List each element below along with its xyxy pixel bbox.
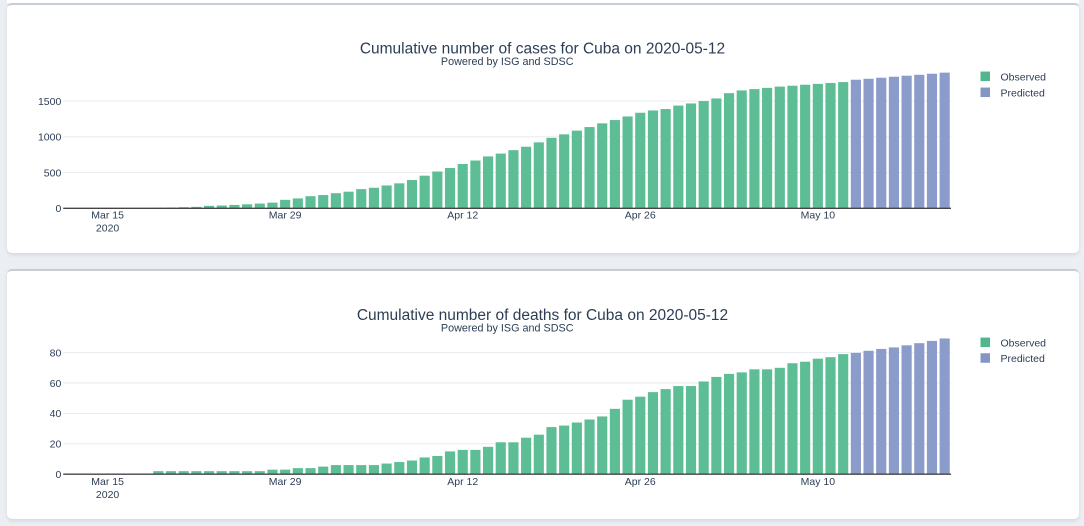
svg-text:1500: 1500 — [38, 96, 62, 108]
svg-text:Observed: Observed — [1001, 71, 1047, 83]
svg-text:May 10: May 10 — [801, 476, 836, 488]
svg-text:Powered by ISG and SDSC: Powered by ISG and SDSC — [441, 323, 574, 335]
svg-text:500: 500 — [44, 167, 62, 179]
svg-text:Mar 29: Mar 29 — [269, 476, 302, 488]
svg-text:Apr 12: Apr 12 — [447, 476, 478, 488]
svg-text:0: 0 — [55, 203, 61, 215]
svg-text:80: 80 — [50, 347, 62, 359]
svg-text:20: 20 — [50, 439, 62, 451]
svg-text:1000: 1000 — [38, 132, 62, 144]
svg-text:Cumulative number of deaths fo: Cumulative number of deaths for Cuba on … — [357, 307, 728, 324]
svg-text:Apr 26: Apr 26 — [625, 210, 656, 222]
svg-text:Predicted: Predicted — [1001, 87, 1046, 99]
svg-text:Mar 15: Mar 15 — [91, 476, 124, 488]
svg-text:40: 40 — [50, 408, 62, 420]
svg-text:May 10: May 10 — [801, 210, 836, 222]
svg-text:0: 0 — [55, 469, 61, 481]
svg-text:Predicted: Predicted — [1001, 353, 1046, 365]
svg-text:Powered by ISG and SDSC: Powered by ISG and SDSC — [441, 56, 574, 68]
svg-text:Apr 26: Apr 26 — [625, 476, 656, 488]
svg-text:Apr 12: Apr 12 — [447, 210, 478, 222]
svg-text:60: 60 — [50, 378, 62, 390]
svg-text:Mar 15: Mar 15 — [91, 210, 124, 222]
svg-text:Cumulative number of cases for: Cumulative number of cases for Cuba on 2… — [360, 41, 725, 58]
svg-text:Mar 29: Mar 29 — [269, 210, 302, 222]
svg-text:2020: 2020 — [96, 489, 120, 501]
svg-text:Observed: Observed — [1001, 337, 1047, 349]
svg-text:2020: 2020 — [96, 223, 120, 235]
